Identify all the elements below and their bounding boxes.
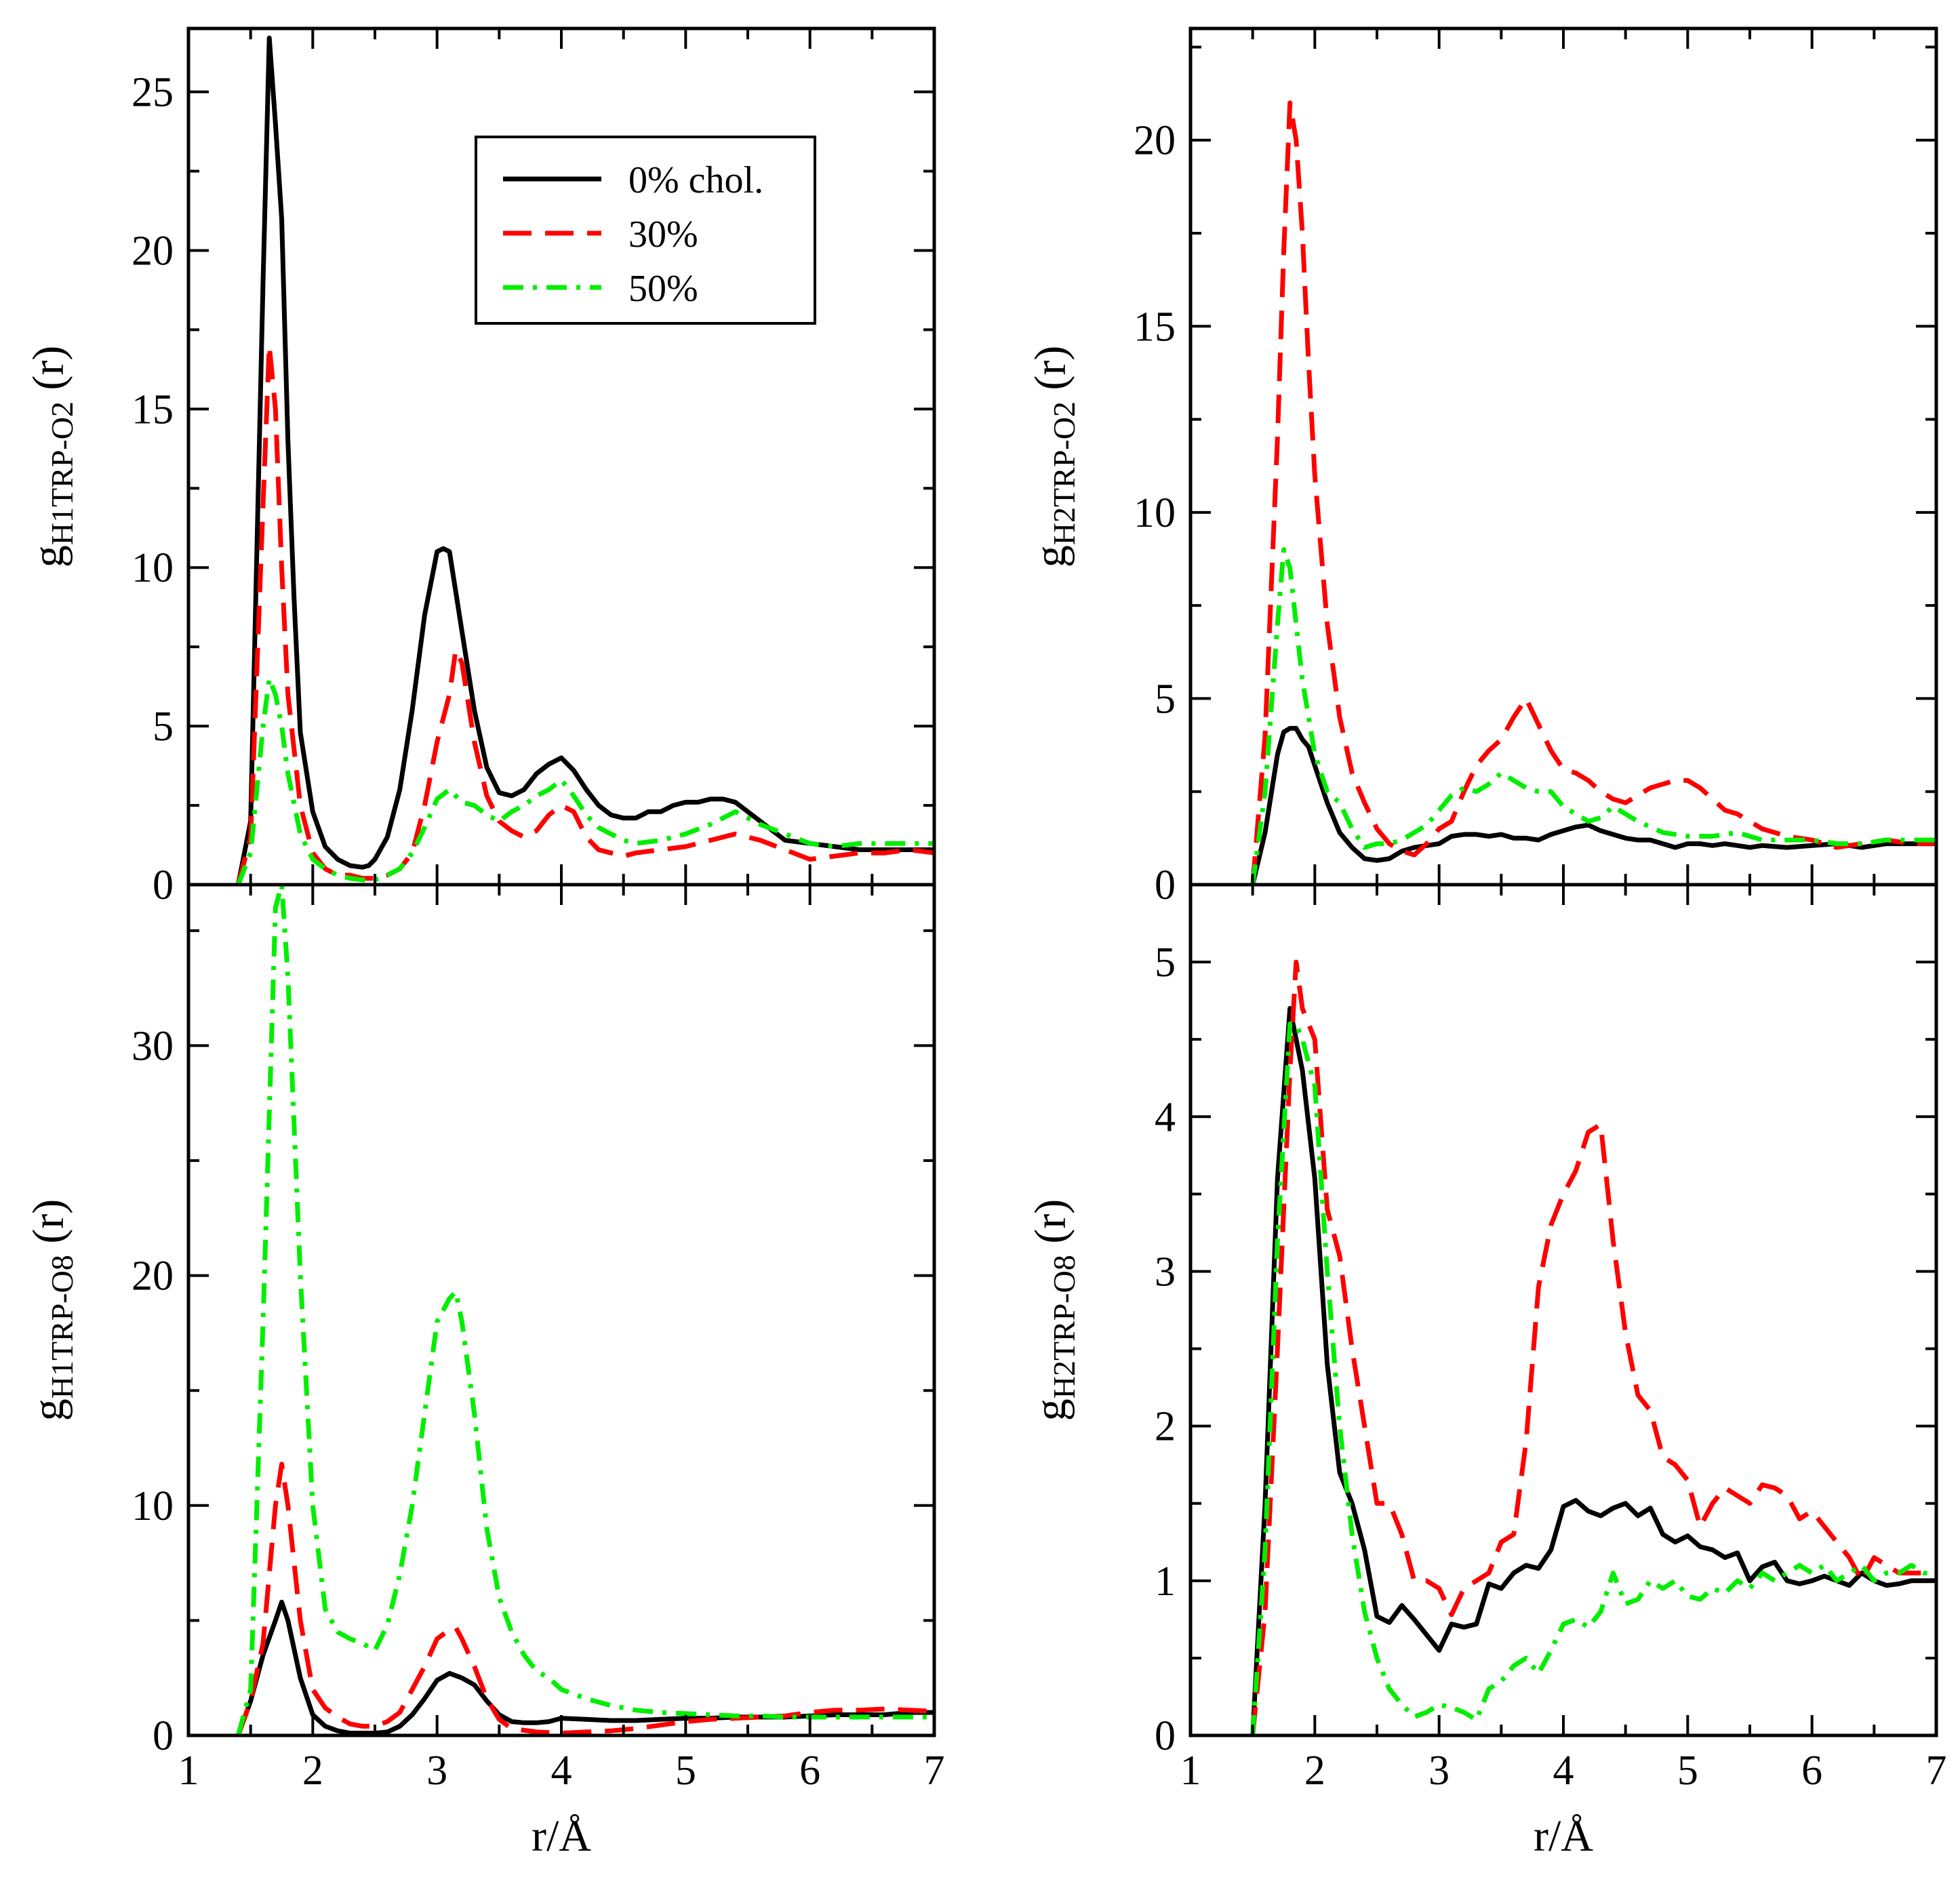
y-tick-label: 0 — [1155, 1713, 1176, 1759]
y-tick-label: 10 — [132, 545, 174, 591]
x-tick-label: 1 — [178, 1748, 199, 1794]
x-tick-label: 3 — [1428, 1748, 1449, 1794]
plot-frame — [1188, 26, 1938, 887]
y-tick-label: 10 — [1134, 490, 1176, 536]
y-axis-title: gH2TRP-O8 (r) — [1026, 1199, 1081, 1422]
series-line-dash-dot — [1250, 1021, 1936, 1735]
y-tick-label: 4 — [1155, 1094, 1176, 1140]
y-tick-label: 5 — [1155, 940, 1176, 986]
y-tick-label: 5 — [1155, 676, 1176, 722]
series-line-solid — [1250, 725, 1936, 885]
x-tick-label: 6 — [1801, 1748, 1822, 1794]
y-tick-label: 1 — [1155, 1559, 1176, 1605]
x-tick-label: 7 — [1926, 1748, 1947, 1794]
x-axis-title: r/Å — [532, 1811, 591, 1861]
y-tick-label: 30 — [132, 1023, 174, 1069]
x-tick-label: 4 — [1553, 1748, 1574, 1794]
series-line-long-dash — [1250, 100, 1936, 885]
legend-label: 50% — [628, 268, 698, 310]
y-tick-label: 0 — [1155, 862, 1176, 908]
x-tick-label: 6 — [799, 1748, 820, 1794]
series-line-long-dash — [235, 343, 934, 885]
series-group — [1250, 959, 1936, 1735]
series-line-long-dash — [236, 1462, 934, 1735]
x-tick-label: 5 — [675, 1748, 696, 1794]
legend-label: 30% — [628, 214, 698, 256]
y-tick-label: 20 — [1134, 118, 1176, 164]
x-tick-label: 5 — [1677, 1748, 1698, 1794]
x-tick-label: 7 — [924, 1748, 945, 1794]
series-line-dash-dot — [1250, 547, 1936, 885]
legend: 0% chol. 30% 50% — [475, 136, 816, 325]
legend-box — [475, 136, 816, 325]
panel-top-right: 0 5 10 15 20 gH2TRP-O2 (r) — [1026, 26, 1938, 908]
x-axis-title: r/Å — [1534, 1811, 1593, 1861]
panel-top-left: 0 5 10 15 20 25 gH1TRP-O2 (r) 0% chol. 30% 50% — [24, 26, 936, 908]
x-tick-label: 4 — [551, 1748, 572, 1794]
series-line-solid — [1250, 1006, 1936, 1735]
y-tick-label: 15 — [132, 386, 174, 433]
y-tick-label: 10 — [132, 1483, 174, 1529]
y-tick-label: 20 — [132, 1253, 174, 1300]
y-tick-label: 0 — [153, 862, 174, 908]
series-line-long-dash — [1250, 959, 1936, 1735]
y-tick-label: 0 — [153, 1713, 174, 1759]
y-tick-label: 20 — [132, 228, 174, 274]
series-line-solid — [235, 35, 934, 885]
y-tick-label: 5 — [153, 704, 174, 750]
series-line-dash-dot — [236, 676, 934, 885]
x-tick-label: 2 — [302, 1748, 323, 1794]
y-tick-label: 3 — [1155, 1249, 1176, 1295]
y-tick-label: 25 — [132, 70, 174, 116]
series-group — [235, 885, 934, 1735]
x-tick-label: 3 — [426, 1748, 447, 1794]
y-axis-title: gH1TRP-O8 (r) — [24, 1199, 79, 1422]
series-line-solid — [236, 1599, 934, 1735]
y-axis-title: gH1TRP-O2 (r) — [24, 346, 79, 568]
legend-label: 0% chol. — [628, 159, 763, 201]
y-tick-label: 15 — [1134, 304, 1176, 350]
y-tick-label: 2 — [1155, 1404, 1176, 1450]
panel-bottom-left: 1 2 3 4 5 6 7 0 10 20 30 gH1TRP-O8 (r) r/Å — [24, 883, 945, 1861]
y-axis-title: gH2TRP-O2 (r) — [1026, 346, 1081, 568]
x-tick-label: 2 — [1304, 1748, 1325, 1794]
x-tick-label: 1 — [1180, 1748, 1201, 1794]
series-group — [1250, 100, 1936, 885]
series-group — [235, 35, 934, 885]
series-line-dash-dot — [235, 885, 934, 1735]
